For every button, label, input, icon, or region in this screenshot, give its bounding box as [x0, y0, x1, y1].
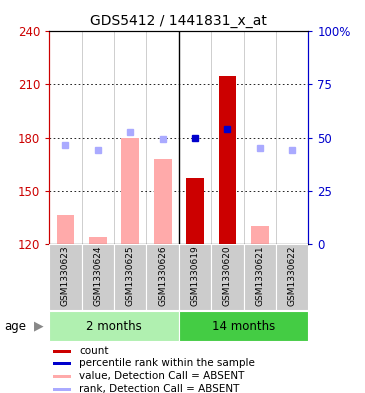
Bar [251, 226, 269, 244]
Bar [154, 159, 172, 244]
Bar [49, 311, 179, 341]
Bar [57, 215, 74, 244]
Text: count: count [79, 345, 109, 356]
Text: 2 months: 2 months [86, 320, 142, 333]
Bar [219, 75, 237, 244]
Bar [89, 237, 107, 244]
Bar [53, 350, 71, 353]
Bar [211, 244, 244, 310]
Text: ▶: ▶ [34, 320, 43, 333]
Bar [179, 311, 308, 341]
Bar [53, 388, 71, 391]
Text: GSM1330624: GSM1330624 [93, 246, 102, 306]
Text: rank, Detection Call = ABSENT: rank, Detection Call = ABSENT [79, 384, 239, 393]
Bar [186, 178, 204, 244]
Bar [121, 138, 139, 244]
Bar [244, 244, 276, 310]
Text: percentile rank within the sample: percentile rank within the sample [79, 358, 255, 368]
Bar [114, 244, 146, 310]
Text: GSM1330625: GSM1330625 [126, 245, 135, 306]
Bar [53, 362, 71, 365]
Bar [53, 375, 71, 378]
Bar [49, 244, 82, 310]
Bar [179, 244, 211, 310]
Bar [82, 244, 114, 310]
Text: GSM1330623: GSM1330623 [61, 245, 70, 306]
Text: GSM1330620: GSM1330620 [223, 245, 232, 306]
Bar [276, 244, 308, 310]
Text: GSM1330619: GSM1330619 [191, 245, 200, 306]
Text: GSM1330626: GSM1330626 [158, 245, 167, 306]
Title: GDS5412 / 1441831_x_at: GDS5412 / 1441831_x_at [91, 14, 267, 28]
Text: value, Detection Call = ABSENT: value, Detection Call = ABSENT [79, 371, 245, 381]
Text: GSM1330621: GSM1330621 [255, 245, 264, 306]
Text: 14 months: 14 months [212, 320, 275, 333]
Text: age: age [5, 320, 27, 333]
Text: GSM1330622: GSM1330622 [288, 246, 297, 306]
Bar [146, 244, 179, 310]
